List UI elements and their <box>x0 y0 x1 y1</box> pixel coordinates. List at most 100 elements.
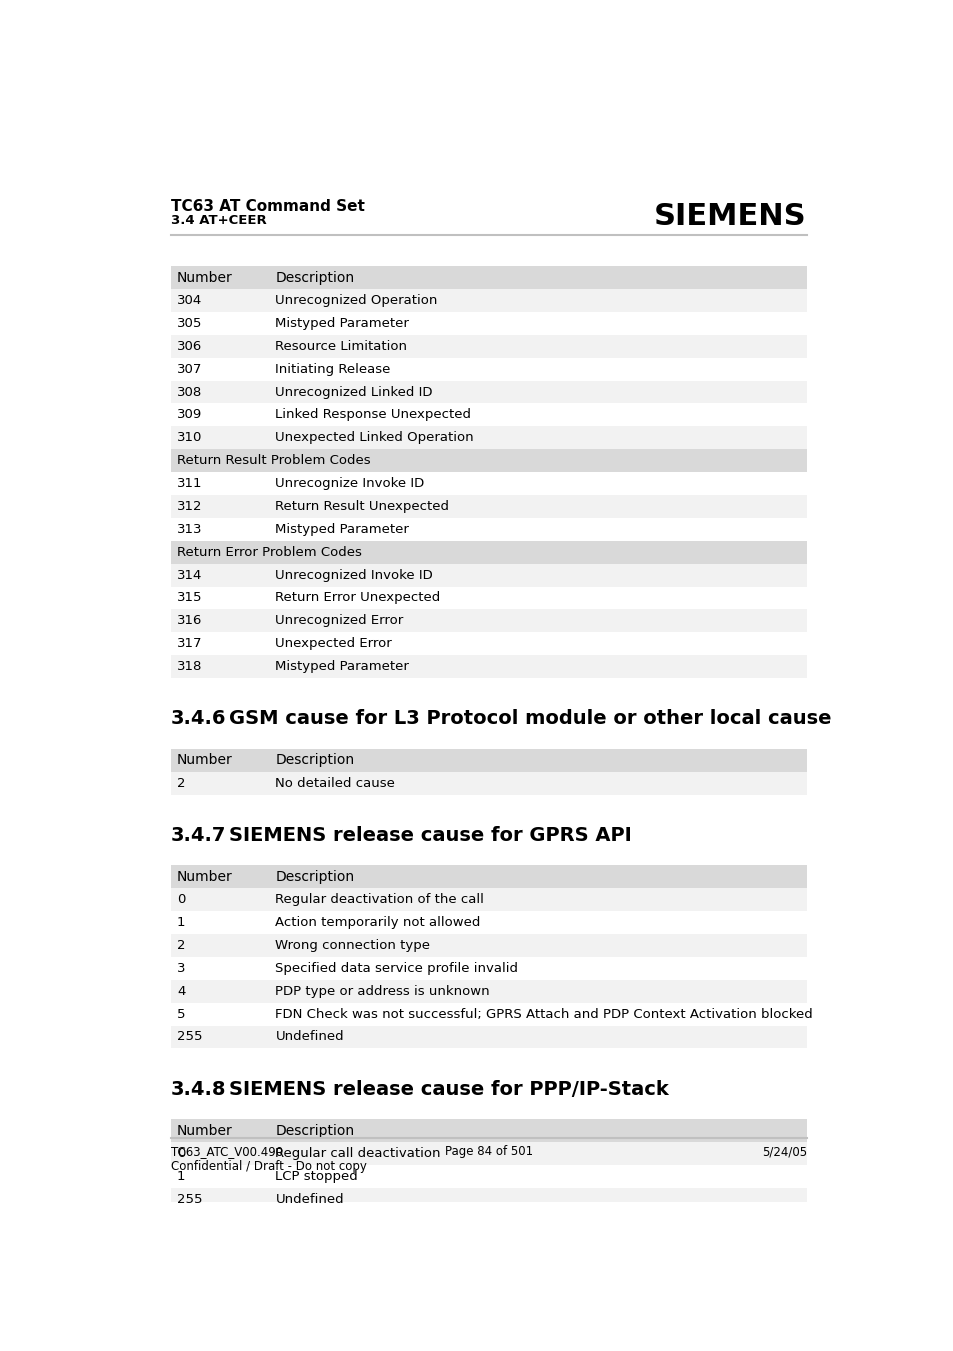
FancyBboxPatch shape <box>171 586 806 609</box>
Text: SIEMENS: SIEMENS <box>654 201 806 231</box>
Text: Page 84 of 501: Page 84 of 501 <box>444 1146 533 1158</box>
FancyBboxPatch shape <box>171 563 806 586</box>
FancyBboxPatch shape <box>171 1142 806 1165</box>
Text: SIEMENS release cause for GPRS API: SIEMENS release cause for GPRS API <box>229 825 631 844</box>
FancyBboxPatch shape <box>171 979 806 1002</box>
Text: GSM cause for L3 Protocol module or other local cause: GSM cause for L3 Protocol module or othe… <box>229 709 830 728</box>
FancyBboxPatch shape <box>171 771 806 794</box>
Text: Return Error Unexpected: Return Error Unexpected <box>275 592 440 604</box>
Text: Undefined: Undefined <box>275 1193 344 1206</box>
Text: Unexpected Error: Unexpected Error <box>275 638 392 650</box>
Text: TC63 AT Command Set: TC63 AT Command Set <box>171 199 364 213</box>
Text: 310: 310 <box>176 431 202 444</box>
Text: Return Result Problem Codes: Return Result Problem Codes <box>176 454 370 467</box>
Text: Description: Description <box>275 270 355 285</box>
Text: Regular call deactivation: Regular call deactivation <box>275 1147 440 1161</box>
Text: Specified data service profile invalid: Specified data service profile invalid <box>275 962 517 975</box>
FancyBboxPatch shape <box>171 427 806 450</box>
Text: 3: 3 <box>176 962 185 975</box>
Text: 305: 305 <box>176 317 202 330</box>
Text: 255: 255 <box>176 1031 202 1043</box>
FancyBboxPatch shape <box>171 517 806 540</box>
Text: TC63_ATC_V00.490: TC63_ATC_V00.490 <box>171 1146 283 1158</box>
FancyBboxPatch shape <box>171 335 806 358</box>
Text: Unrecognize Invoke ID: Unrecognize Invoke ID <box>275 477 424 490</box>
FancyBboxPatch shape <box>171 381 806 404</box>
FancyBboxPatch shape <box>171 1119 806 1142</box>
Text: LCP stopped: LCP stopped <box>275 1170 357 1183</box>
Text: Mistyped Parameter: Mistyped Parameter <box>275 317 409 330</box>
Text: Resource Limitation: Resource Limitation <box>275 339 407 353</box>
Text: 318: 318 <box>176 661 202 673</box>
Text: 0: 0 <box>176 1147 185 1161</box>
Text: Number: Number <box>176 1124 233 1138</box>
Text: Unrecognized Operation: Unrecognized Operation <box>275 295 437 307</box>
Text: SIEMENS release cause for PPP/IP-Stack: SIEMENS release cause for PPP/IP-Stack <box>229 1079 668 1098</box>
FancyBboxPatch shape <box>171 866 806 888</box>
Text: 312: 312 <box>176 500 202 513</box>
FancyBboxPatch shape <box>171 748 806 771</box>
Text: Unexpected Linked Operation: Unexpected Linked Operation <box>275 431 474 444</box>
Text: 3.4.7: 3.4.7 <box>171 825 226 844</box>
FancyBboxPatch shape <box>171 358 806 381</box>
Text: 3.4.6: 3.4.6 <box>171 709 226 728</box>
FancyBboxPatch shape <box>171 609 806 632</box>
Text: 3.4 AT+CEER: 3.4 AT+CEER <box>171 213 267 227</box>
Text: 3.4.8: 3.4.8 <box>171 1079 226 1098</box>
Text: 1: 1 <box>176 916 185 929</box>
FancyBboxPatch shape <box>171 1188 806 1210</box>
Text: No detailed cause: No detailed cause <box>275 777 395 790</box>
FancyBboxPatch shape <box>171 934 806 957</box>
Text: 309: 309 <box>176 408 202 422</box>
Text: Number: Number <box>176 270 233 285</box>
Text: 307: 307 <box>176 362 202 376</box>
Text: 314: 314 <box>176 569 202 582</box>
Text: 317: 317 <box>176 638 202 650</box>
FancyBboxPatch shape <box>171 1165 806 1188</box>
Text: 311: 311 <box>176 477 202 490</box>
FancyBboxPatch shape <box>171 888 806 911</box>
Text: Description: Description <box>275 870 355 884</box>
FancyBboxPatch shape <box>171 404 806 427</box>
Text: Mistyped Parameter: Mistyped Parameter <box>275 661 409 673</box>
Text: 4: 4 <box>176 985 185 998</box>
Text: Unrecognized Error: Unrecognized Error <box>275 615 403 627</box>
FancyBboxPatch shape <box>171 911 806 934</box>
Text: Unrecognized Invoke ID: Unrecognized Invoke ID <box>275 569 433 582</box>
Text: 316: 316 <box>176 615 202 627</box>
Text: Return Error Problem Codes: Return Error Problem Codes <box>176 546 361 559</box>
Text: 308: 308 <box>176 385 202 399</box>
Text: Number: Number <box>176 870 233 884</box>
Text: Wrong connection type: Wrong connection type <box>275 939 430 952</box>
Text: Unrecognized Linked ID: Unrecognized Linked ID <box>275 385 433 399</box>
Text: 255: 255 <box>176 1193 202 1206</box>
Text: FDN Check was not successful; GPRS Attach and PDP Context Activation blocked: FDN Check was not successful; GPRS Attac… <box>275 1008 812 1020</box>
Text: 2: 2 <box>176 777 185 790</box>
FancyBboxPatch shape <box>171 957 806 979</box>
Text: Return Result Unexpected: Return Result Unexpected <box>275 500 449 513</box>
FancyBboxPatch shape <box>171 540 806 563</box>
FancyBboxPatch shape <box>171 1002 806 1025</box>
FancyBboxPatch shape <box>171 494 806 517</box>
FancyBboxPatch shape <box>171 1025 806 1048</box>
FancyBboxPatch shape <box>171 450 806 471</box>
Text: 5/24/05: 5/24/05 <box>760 1146 806 1158</box>
Text: 306: 306 <box>176 339 202 353</box>
Text: 2: 2 <box>176 939 185 952</box>
FancyBboxPatch shape <box>171 655 806 678</box>
Text: Mistyped Parameter: Mistyped Parameter <box>275 523 409 536</box>
Text: Number: Number <box>176 754 233 767</box>
FancyBboxPatch shape <box>171 312 806 335</box>
Text: Linked Response Unexpected: Linked Response Unexpected <box>275 408 471 422</box>
Text: 0: 0 <box>176 893 185 907</box>
Text: Description: Description <box>275 1124 355 1138</box>
Text: 1: 1 <box>176 1170 185 1183</box>
Text: 5: 5 <box>176 1008 185 1020</box>
Text: Description: Description <box>275 754 355 767</box>
FancyBboxPatch shape <box>171 289 806 312</box>
Text: Action temporarily not allowed: Action temporarily not allowed <box>275 916 480 929</box>
FancyBboxPatch shape <box>171 266 806 289</box>
Text: Regular deactivation of the call: Regular deactivation of the call <box>275 893 484 907</box>
Text: 313: 313 <box>176 523 202 536</box>
Text: 304: 304 <box>176 295 202 307</box>
